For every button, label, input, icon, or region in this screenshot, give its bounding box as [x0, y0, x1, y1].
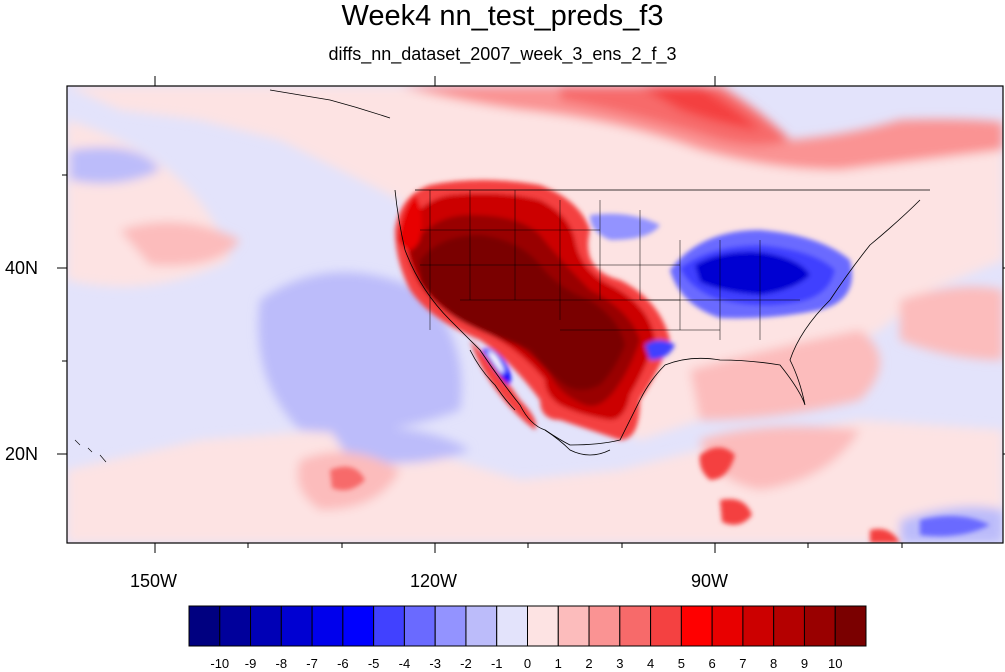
colorbar-box: [188, 605, 221, 647]
colorbar-box: [434, 605, 467, 647]
axis-ticks: [57, 76, 1005, 553]
colorbar: [188, 605, 867, 647]
data-field: [67, 86, 1003, 543]
colorbar-tick-label: -7: [306, 656, 318, 671]
colorbar-tick-label: -10: [210, 656, 230, 671]
colorbar-box: [465, 605, 498, 647]
map-subtitle: diffs_nn_dataset_2007_week_3_ens_2_f_3: [328, 44, 677, 64]
plot-frame: [66, 85, 1004, 544]
coastlines: [269, 89, 930, 456]
colorbar-box: [280, 605, 313, 647]
colorbar-tick-label: 5: [677, 656, 685, 671]
colorbar-tick-label: 3: [616, 656, 624, 671]
colorbar-box: [311, 605, 344, 647]
colorbar-box: [834, 605, 867, 647]
colorbar-tick-label: 9: [800, 656, 809, 671]
colorbar-box: [373, 605, 405, 647]
colorbar-tick-label: -6: [337, 656, 349, 671]
colorbar-tick-label: 10: [827, 656, 843, 671]
colorbar-tick-label: -8: [275, 656, 288, 671]
colorbar-tick-label: -5: [367, 656, 380, 671]
colorbar-tick-label: 7: [739, 656, 747, 671]
colorbar-box: [219, 605, 252, 647]
colorbar-box: [803, 605, 836, 647]
colorbar-box: [680, 605, 713, 647]
lon-label-150w: 150W: [130, 571, 178, 591]
colorbar-box: [527, 605, 559, 647]
lat-label-20n: 20N: [5, 444, 39, 464]
colorbar-tick-label: 1: [554, 656, 562, 671]
islands: [74, 439, 107, 463]
colorbar-box: [773, 605, 805, 647]
map-title: Week4 nn_test_preds_f3: [341, 0, 664, 32]
colorbar-tick-label: 4: [646, 656, 655, 671]
colorbar-tick-label: -1: [490, 656, 503, 671]
state-borders: [420, 190, 800, 340]
colorbar-box: [588, 605, 621, 647]
colorbar-tick-label: -9: [244, 656, 257, 671]
colorbar-box: [557, 605, 590, 647]
colorbar-box: [403, 605, 436, 647]
colorbar-tick-label: 6: [708, 656, 716, 671]
lat-label-40n: 40N: [5, 258, 39, 278]
lon-label-90w: 90W: [691, 571, 729, 591]
colorbar-box: [250, 605, 282, 647]
colorbar-tick-label: -2: [460, 656, 472, 671]
lon-label-120w: 120W: [410, 571, 458, 591]
colorbar-tick-label: -4: [398, 656, 411, 671]
colorbar-box: [496, 605, 528, 647]
colorbar-tick-label: -3: [429, 656, 441, 671]
colorbar-box: [619, 605, 652, 647]
colorbar-tick-label: 0: [523, 656, 532, 671]
colorbar-box: [711, 605, 744, 647]
colorbar-box: [342, 605, 375, 647]
colorbar-tick-label: 8: [770, 656, 778, 671]
colorbar-box: [742, 605, 775, 647]
colorbar-box: [650, 605, 682, 647]
colorbar-tick-label: 2: [585, 656, 593, 671]
